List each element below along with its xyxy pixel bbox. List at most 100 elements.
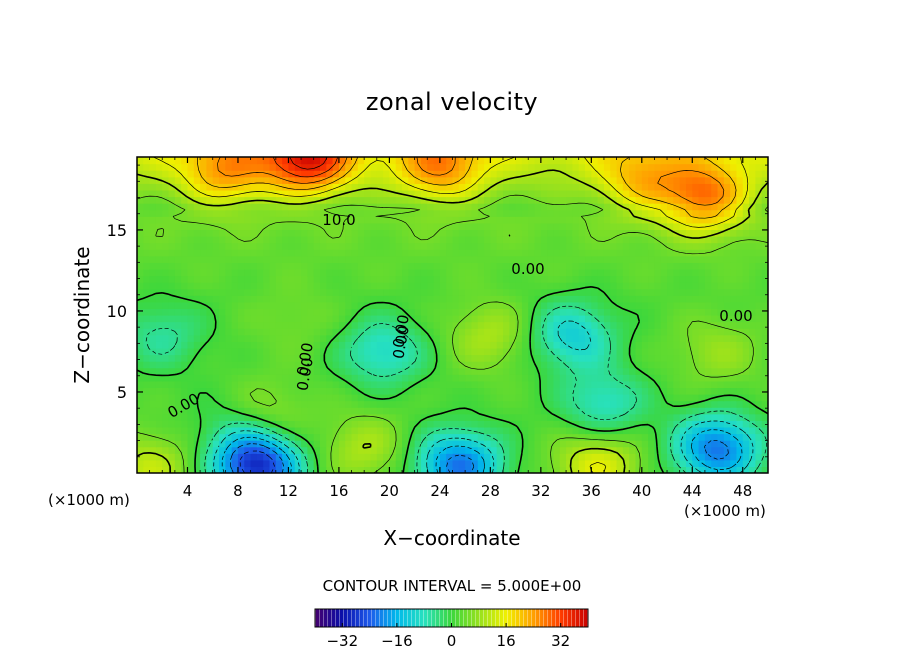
- heatmap-cell: [174, 268, 182, 277]
- heatmap-cell: [143, 268, 151, 277]
- heatmap-cell: [376, 334, 384, 342]
- heatmap-cell: [509, 400, 517, 408]
- heatmap-cell: [168, 196, 176, 204]
- heatmap-cell: [345, 347, 353, 356]
- heatmap-cell: [174, 301, 182, 310]
- heatmap-cell: [616, 183, 624, 191]
- heatmap-cell: [149, 315, 157, 323]
- heatmap-cell: [679, 446, 687, 454]
- heatmap-cell: [288, 413, 296, 421]
- heatmap-cell: [364, 407, 372, 415]
- heatmap-cell: [256, 315, 264, 323]
- heatmap-cell: [282, 249, 290, 257]
- heatmap-cell: [667, 374, 674, 382]
- heatmap-cell: [723, 203, 731, 211]
- heatmap-cell: [742, 183, 750, 191]
- heatmap-cell: [383, 380, 390, 389]
- heatmap-cell: [326, 374, 334, 382]
- heatmap-cell: [313, 275, 321, 283]
- heatmap-cell: [395, 347, 403, 356]
- heatmap-cell: [200, 295, 208, 303]
- heatmap-cell: [616, 229, 624, 237]
- heatmap-cell: [408, 446, 416, 454]
- heatmap-cell: [761, 249, 768, 257]
- heatmap-cell: [711, 249, 719, 257]
- heatmap-cell: [698, 426, 706, 435]
- heatmap-cell: [572, 249, 580, 257]
- heatmap-cell: [496, 367, 504, 375]
- heatmap-cell: [547, 361, 555, 369]
- heatmap-cell: [597, 453, 605, 461]
- heatmap-cell: [389, 466, 397, 473]
- heatmap-cell: [692, 288, 700, 296]
- heatmap-cell: [307, 466, 315, 473]
- heatmap-cell: [181, 433, 189, 441]
- heatmap-cell: [219, 374, 226, 382]
- heatmap-cell: [547, 275, 555, 283]
- heatmap-cell: [137, 374, 144, 382]
- heatmap-cell: [692, 262, 700, 270]
- heatmap-cell: [155, 236, 163, 244]
- heatmap-cell: [654, 288, 662, 296]
- heatmap-cell: [149, 222, 157, 231]
- heatmap-cell: [553, 268, 561, 277]
- heatmap-cell: [667, 446, 674, 454]
- heatmap-cell: [408, 176, 416, 184]
- heatmap-cell: [408, 328, 416, 336]
- heatmap-cell: [534, 354, 542, 362]
- heatmap-cell: [559, 374, 567, 382]
- heatmap-cell: [155, 170, 163, 178]
- heatmap-cell: [200, 380, 208, 389]
- heatmap-cell: [313, 222, 321, 231]
- heatmap-cell: [288, 466, 296, 473]
- heatmap-cell: [572, 176, 580, 184]
- heatmap-cell: [149, 367, 157, 375]
- heatmap-cell: [471, 321, 479, 329]
- heatmap-cell: [540, 268, 548, 277]
- heatmap-cell: [200, 394, 208, 402]
- heatmap-cell: [452, 459, 460, 468]
- heatmap-cell: [439, 387, 447, 395]
- heatmap-cell: [294, 341, 302, 349]
- heatmap-cell: [256, 341, 264, 349]
- heatmap-cell: [231, 426, 239, 435]
- heatmap-cell: [749, 413, 756, 421]
- heatmap-cell: [578, 347, 586, 356]
- heatmap-cell: [603, 387, 611, 395]
- heatmap-cell: [547, 413, 555, 421]
- heatmap-cell: [654, 334, 662, 342]
- heatmap-cell: [616, 407, 624, 415]
- heatmap-cell: [496, 426, 504, 435]
- heatmap-cell: [244, 163, 252, 171]
- heatmap-cell: [389, 347, 397, 356]
- heatmap-cell: [364, 361, 372, 369]
- heatmap-cell: [465, 321, 473, 329]
- heatmap-cell: [521, 222, 529, 231]
- heatmap-cell: [730, 334, 738, 342]
- heatmap-cell: [717, 216, 725, 224]
- heatmap-cell: [294, 374, 302, 382]
- heatmap-cell: [219, 354, 226, 362]
- y-tick-label: 5: [117, 383, 127, 402]
- heatmap-cell: [269, 308, 277, 316]
- heatmap-cell: [471, 176, 479, 184]
- heatmap-cell: [711, 268, 719, 277]
- heatmap-cell: [351, 400, 359, 408]
- heatmap-cell: [502, 400, 510, 408]
- heatmap-cell: [484, 255, 491, 263]
- heatmap-cell: [143, 170, 151, 178]
- heatmap-cell: [736, 321, 744, 329]
- heatmap-cell: [395, 255, 403, 263]
- heatmap-cell: [338, 354, 346, 362]
- heatmap-cell: [307, 440, 315, 448]
- heatmap-cell: [395, 163, 403, 171]
- heatmap-cell: [704, 361, 712, 369]
- heatmap-cell: [137, 446, 144, 454]
- heatmap-cell: [244, 440, 252, 448]
- heatmap-cell: [723, 222, 731, 231]
- heatmap-cell: [244, 301, 252, 310]
- heatmap-cell: [200, 288, 208, 296]
- heatmap-cell: [193, 315, 201, 323]
- heatmap-cell: [402, 209, 409, 217]
- heatmap-cell: [332, 301, 340, 310]
